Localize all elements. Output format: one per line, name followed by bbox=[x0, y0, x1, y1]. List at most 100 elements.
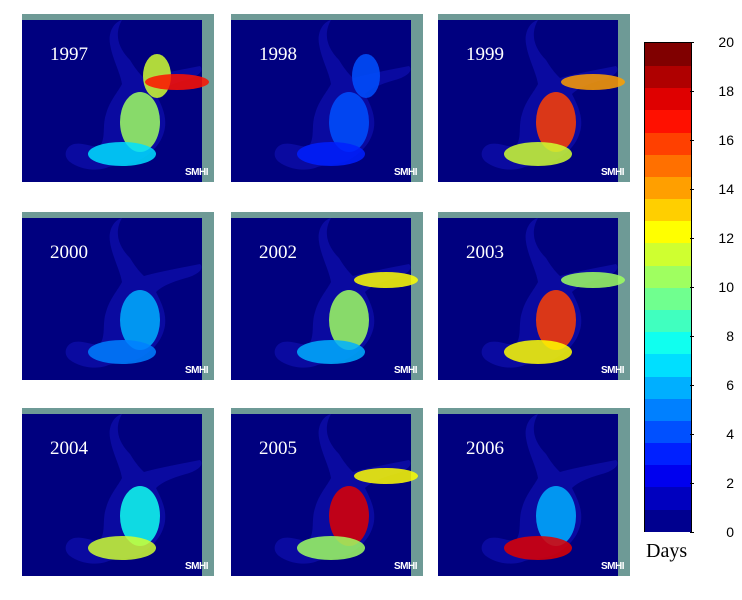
colorbar-band bbox=[645, 220, 691, 244]
colorbar-tick-mark bbox=[690, 91, 694, 92]
hotspot-south bbox=[88, 340, 156, 364]
colorbar-tick-label: 10 bbox=[718, 279, 734, 295]
hotspot-south bbox=[297, 142, 365, 166]
colorbar-tick-label: 18 bbox=[718, 83, 734, 99]
hotspot-central bbox=[536, 486, 576, 546]
colorbar-band bbox=[645, 486, 691, 510]
year-label: 2006 bbox=[466, 438, 504, 459]
smhi-credit: SMHI bbox=[601, 167, 625, 178]
colorbar-tick-mark bbox=[690, 140, 694, 141]
hotspot-central bbox=[329, 290, 369, 350]
colorbar-band bbox=[645, 420, 691, 444]
hotspot-south bbox=[297, 340, 365, 364]
colorbar-band bbox=[645, 131, 691, 155]
hotspot-central bbox=[536, 290, 576, 350]
map-panel-2005: 2005 SMHI bbox=[231, 408, 423, 576]
smhi-credit: SMHI bbox=[185, 365, 209, 376]
hotspot-gulf bbox=[354, 468, 418, 484]
colorbar-tick-mark bbox=[690, 287, 694, 288]
colorbar-band bbox=[645, 464, 691, 488]
smhi-credit: SMHI bbox=[185, 561, 209, 572]
colorbar-band bbox=[645, 198, 691, 222]
map-panel-1997: 1997 SMHI bbox=[22, 14, 214, 182]
colorbar-band bbox=[645, 508, 691, 532]
year-label: 2002 bbox=[259, 242, 297, 263]
hotspot-central bbox=[536, 92, 576, 152]
colorbar-tick-label: 14 bbox=[718, 181, 734, 197]
colorbar-tick-label: 0 bbox=[726, 524, 734, 540]
colorbar-band bbox=[645, 65, 691, 89]
colorbar-band bbox=[645, 331, 691, 355]
colorbar-band bbox=[645, 153, 691, 177]
baltic-map bbox=[231, 14, 423, 182]
year-label: 2003 bbox=[466, 242, 504, 263]
colorbar-tick-label: 2 bbox=[726, 475, 734, 491]
hotspot-central bbox=[120, 486, 160, 546]
smhi-credit: SMHI bbox=[601, 561, 625, 572]
colorbar-band bbox=[645, 397, 691, 421]
colorbar-band bbox=[645, 264, 691, 288]
hotspot-north bbox=[352, 54, 380, 98]
colorbar-band bbox=[645, 87, 691, 111]
baltic-map bbox=[438, 212, 630, 380]
hotspot-central bbox=[329, 92, 369, 152]
smhi-credit: SMHI bbox=[601, 365, 625, 376]
hotspot-central bbox=[120, 92, 160, 152]
colorbar-band bbox=[645, 242, 691, 266]
colorbar-band bbox=[645, 375, 691, 399]
map-panel-1999: 1999 SMHI bbox=[438, 14, 630, 182]
baltic-map bbox=[438, 408, 630, 576]
hotspot-gulf bbox=[561, 74, 625, 90]
map-panel-2006: 2006 SMHI bbox=[438, 408, 630, 576]
hotspot-south bbox=[88, 536, 156, 560]
colorbar-band bbox=[645, 309, 691, 333]
hotspot-central bbox=[329, 486, 369, 546]
colorbar-tick-mark bbox=[690, 483, 694, 484]
colorbar-band bbox=[645, 442, 691, 466]
hotspot-south bbox=[504, 536, 572, 560]
hotspot-gulf bbox=[145, 74, 209, 90]
colorbar-tick-mark bbox=[690, 434, 694, 435]
colorbar-tick-mark bbox=[690, 385, 694, 386]
colorbar-band bbox=[645, 353, 691, 377]
hotspot-south bbox=[297, 536, 365, 560]
baltic-map bbox=[22, 14, 214, 182]
map-panel-1998: 1998 SMHI bbox=[231, 14, 423, 182]
hotspot-gulf bbox=[561, 272, 625, 288]
baltic-map bbox=[231, 212, 423, 380]
colorbar-tick-mark bbox=[690, 42, 694, 43]
map-panel-2003: 2003 SMHI bbox=[438, 212, 630, 380]
colorbar-band bbox=[645, 43, 691, 66]
colorbar-label: Days bbox=[646, 540, 688, 562]
colorbar-tick-label: 8 bbox=[726, 328, 734, 344]
year-label: 2005 bbox=[259, 438, 297, 459]
smhi-credit: SMHI bbox=[394, 561, 418, 572]
map-panel-2004: 2004 SMHI bbox=[22, 408, 214, 576]
colorbar-band bbox=[645, 176, 691, 200]
year-label: 1998 bbox=[259, 44, 297, 65]
baltic-map bbox=[231, 408, 423, 576]
year-label: 1999 bbox=[466, 44, 504, 65]
colorbar-tick-mark bbox=[690, 532, 694, 533]
hotspot-gulf bbox=[354, 272, 418, 288]
colorbar-tick-label: 20 bbox=[718, 34, 734, 50]
year-label: 2004 bbox=[50, 438, 88, 459]
colorbar-tick-mark bbox=[690, 336, 694, 337]
hotspot-central bbox=[120, 290, 160, 350]
smhi-credit: SMHI bbox=[185, 167, 209, 178]
colorbar-tick-mark bbox=[690, 238, 694, 239]
smhi-credit: SMHI bbox=[394, 365, 418, 376]
map-panel-2002: 2002 SMHI bbox=[231, 212, 423, 380]
smhi-credit: SMHI bbox=[394, 167, 418, 178]
year-label: 1997 bbox=[50, 44, 88, 65]
baltic-map bbox=[438, 14, 630, 182]
year-label: 2000 bbox=[50, 242, 88, 263]
baltic-map bbox=[22, 408, 214, 576]
colorbar-band bbox=[645, 109, 691, 133]
hotspot-south bbox=[88, 142, 156, 166]
colorbar-band bbox=[645, 287, 691, 310]
colorbar bbox=[644, 42, 692, 532]
map-panel-2000: 2000 SMHI bbox=[22, 212, 214, 380]
colorbar-tick-label: 12 bbox=[718, 230, 734, 246]
hotspot-south bbox=[504, 340, 572, 364]
